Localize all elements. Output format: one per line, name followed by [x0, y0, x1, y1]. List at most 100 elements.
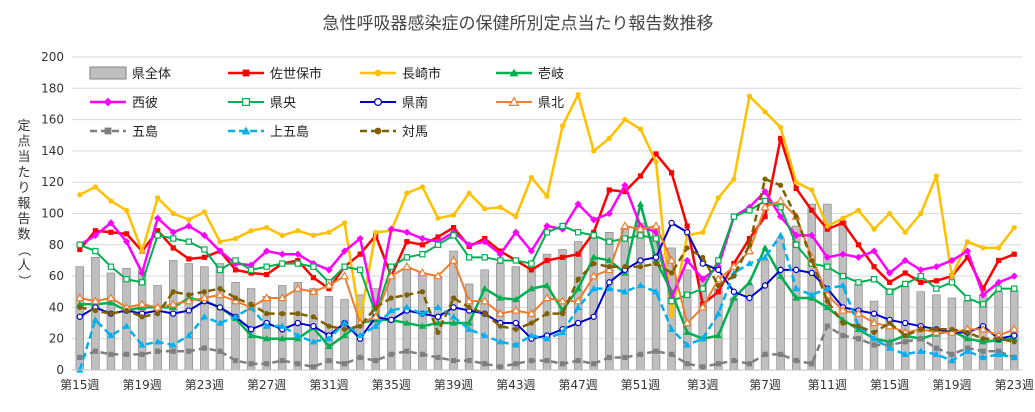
- data-point: [341, 361, 348, 367]
- data-point: [606, 279, 613, 286]
- data-point: [995, 350, 1003, 357]
- legend-label: 県全体: [132, 66, 171, 82]
- data-point: [978, 324, 988, 333]
- data-point: [932, 263, 940, 271]
- data-point: [622, 117, 628, 123]
- data-point: [762, 351, 768, 357]
- data-point: [248, 301, 254, 307]
- data-point: [434, 241, 442, 248]
- data-point: [90, 296, 101, 305]
- data-point: [263, 322, 271, 329]
- data-point: [637, 126, 644, 132]
- data-point: [745, 278, 754, 285]
- data-point: [606, 238, 613, 245]
- data-point: [404, 292, 410, 298]
- x-tick-label: 第11週: [808, 378, 847, 392]
- data-point: [980, 348, 986, 354]
- data-point: [684, 223, 690, 229]
- data-point: [154, 338, 162, 345]
- data-point: [902, 270, 908, 276]
- data-point: [418, 234, 427, 243]
- data-point: [279, 358, 285, 364]
- data-point: [77, 304, 83, 310]
- data-point: [824, 323, 830, 329]
- data-point: [465, 325, 473, 332]
- data-point: [496, 294, 504, 301]
- data-point: [777, 272, 785, 279]
- data-point: [839, 272, 847, 280]
- data-point: [918, 279, 924, 285]
- data-point: [373, 229, 379, 235]
- data-point: [573, 296, 583, 305]
- data-point: [559, 222, 566, 230]
- data-point: [326, 358, 332, 364]
- data-point: [745, 259, 754, 267]
- data-point: [465, 241, 473, 249]
- data-point: [76, 241, 83, 248]
- data-point: [1009, 324, 1019, 333]
- data-point: [622, 354, 628, 361]
- data-point: [901, 319, 909, 327]
- data-point: [512, 319, 520, 327]
- data-point: [324, 280, 334, 289]
- data-point: [356, 331, 364, 339]
- legend-swatch: [89, 66, 127, 80]
- data-point: [1011, 251, 1017, 257]
- data-point: [419, 250, 426, 258]
- data-point: [933, 278, 939, 284]
- data-point: [527, 331, 536, 339]
- legend-item: 県北: [496, 96, 564, 111]
- data-point: [777, 266, 784, 274]
- data-point: [559, 123, 566, 129]
- data-point: [575, 358, 581, 364]
- data-point: [932, 350, 940, 357]
- legend-item: 対馬: [360, 125, 428, 140]
- data-point: [652, 254, 660, 261]
- data-point: [700, 364, 706, 370]
- data-point: [75, 293, 85, 302]
- data-point: [559, 311, 566, 317]
- data-point: [434, 303, 442, 310]
- data-point: [887, 210, 893, 217]
- data-point: [403, 228, 411, 236]
- legend-label: 県央: [270, 96, 296, 111]
- data-point: [668, 270, 675, 276]
- data-point: [139, 351, 145, 357]
- y-tick-label: 200: [41, 50, 64, 64]
- data-point: [730, 288, 738, 295]
- bar-kenzentai: [511, 266, 521, 371]
- data-point: [199, 293, 210, 302]
- data-point: [590, 253, 598, 260]
- data-point: [122, 322, 131, 329]
- data-point: [464, 296, 474, 305]
- data-point: [699, 275, 707, 283]
- data-point: [980, 336, 986, 342]
- data-point: [340, 247, 349, 255]
- data-point: [372, 322, 380, 329]
- x-tick-label: 第27週: [247, 378, 286, 392]
- data-point: [823, 303, 831, 310]
- data-point: [310, 232, 316, 239]
- data-point: [730, 294, 738, 301]
- data-point: [449, 313, 458, 320]
- data-point: [886, 288, 893, 295]
- data-point: [886, 269, 894, 277]
- data-point: [871, 264, 877, 270]
- data-point: [870, 247, 878, 255]
- data-point: [466, 304, 472, 310]
- data-point: [622, 188, 628, 195]
- data-point: [777, 213, 785, 221]
- data-point: [170, 348, 176, 354]
- legend-item: 上五島: [228, 125, 309, 140]
- data-point: [481, 238, 489, 246]
- data-point: [340, 319, 349, 326]
- data-point: [544, 257, 550, 264]
- data-point: [1011, 285, 1018, 292]
- data-point: [308, 286, 319, 295]
- data-point: [450, 232, 457, 239]
- data-point: [590, 285, 598, 292]
- data-point: [216, 266, 224, 274]
- y-axis-label-char: ）: [16, 274, 31, 287]
- data-point: [793, 185, 799, 192]
- data-point: [855, 336, 862, 342]
